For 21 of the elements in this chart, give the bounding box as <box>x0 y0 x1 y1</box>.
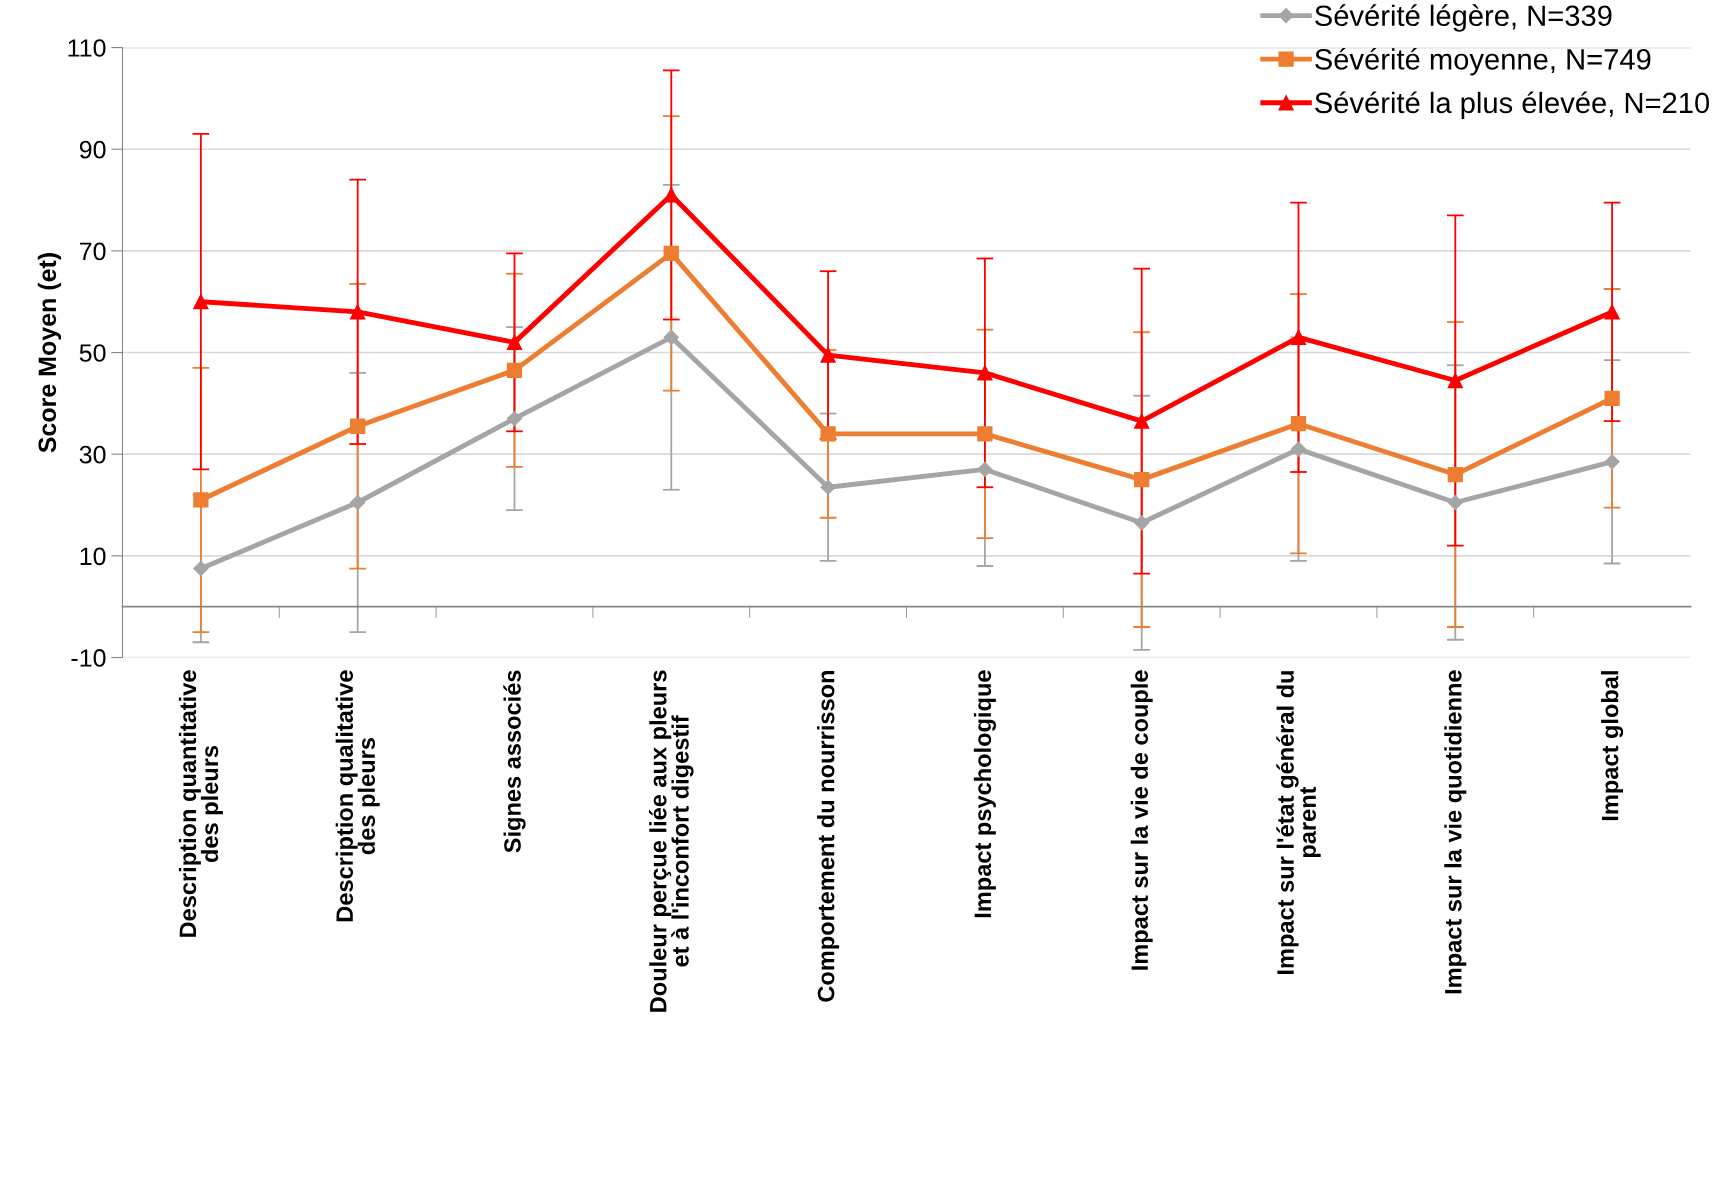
x-tick-label: Signes associés <box>503 670 526 853</box>
y-axis-title: Score Moyen (et) <box>37 253 62 453</box>
y-tick-label: 50 <box>79 344 106 362</box>
x-tick-label: Description quantitative des pleurs <box>178 670 223 937</box>
y-tick-label: 10 <box>80 547 106 566</box>
x-tick-label: Description qualitative des pleurs <box>335 670 380 922</box>
x-tick-label: Comportement du nourrisson <box>817 670 840 1002</box>
x-tick-label: Douleur perçue liée aux pleurs et à l'inconfort digestif <box>649 670 694 1012</box>
y-tick-label: -10 <box>71 649 106 667</box>
y-tick-label: 110 <box>68 39 106 57</box>
y-tick-label: 70 <box>79 242 106 261</box>
x-tick-label: Impact global <box>1601 671 1624 821</box>
x-tick-label: Impact sur l'état général du parent <box>1276 671 1321 974</box>
x-tick-label: Impact sur la vie quotidienne <box>1444 670 1467 994</box>
y-tick-label: 90 <box>79 140 106 159</box>
legend-label: Sévérité la plus élevée, N=210 <box>1315 91 1710 120</box>
x-tick-label: Impact psychologique <box>973 670 996 918</box>
x-tick-label: Impact sur la vie de couple <box>1130 670 1153 970</box>
legend-label: Sévérité légère, N=339 <box>1315 4 1612 32</box>
legend-label: Sévérité moyenne, N=749 <box>1315 47 1651 76</box>
y-tick-label: 30 <box>79 445 106 464</box>
